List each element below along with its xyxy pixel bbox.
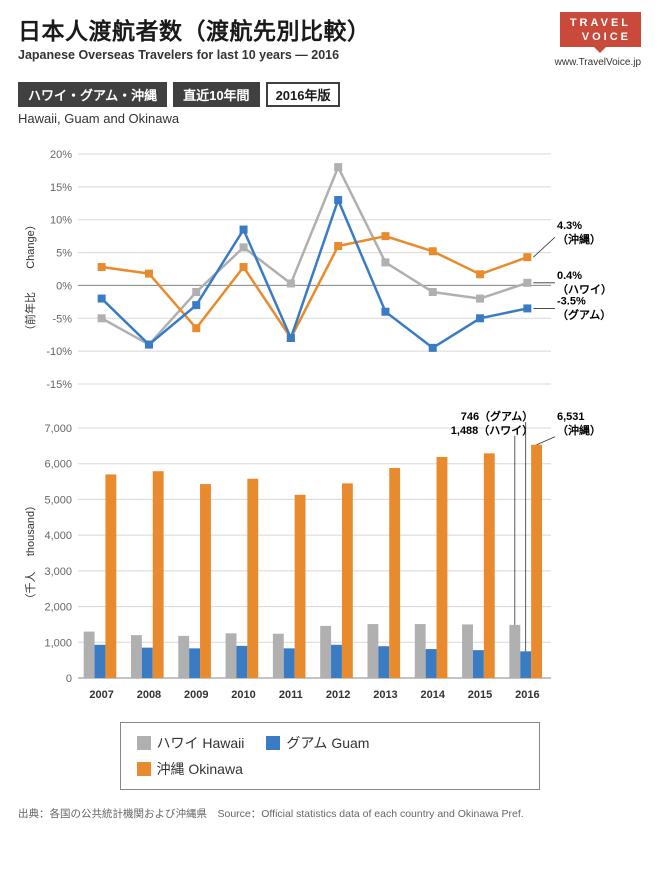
svg-text:thousand）: thousand） <box>24 499 37 555</box>
logo-block: TRAVEL VOICE www.TravelVoice.jp <box>555 12 641 68</box>
region-en-label: Hawaii, Guam and Okinawa <box>18 111 641 126</box>
line-chart: -15%-10%-5%0%5%10%15%20%（前年比Change）4.3%（… <box>18 144 641 404</box>
header: 日本人渡航者数（渡航先別比較） Japanese Overseas Travel… <box>18 12 641 68</box>
svg-text:4,000: 4,000 <box>44 530 72 542</box>
svg-text:2010: 2010 <box>231 689 255 701</box>
svg-text:（沖縄）: （沖縄） <box>557 423 601 437</box>
legend-label: ハワイ Hawaii <box>157 733 245 753</box>
svg-text:6,531: 6,531 <box>557 411 585 423</box>
legend-item-hawaii: ハワイ Hawaii <box>137 733 245 753</box>
svg-text:2014: 2014 <box>421 689 446 701</box>
svg-text:2012: 2012 <box>326 689 350 701</box>
svg-text:6,000: 6,000 <box>44 458 72 470</box>
svg-text:-5%: -5% <box>52 313 72 325</box>
source-text: 出典：各国の公共統計機関および沖縄県 Source：Official stati… <box>18 806 641 821</box>
svg-text:5%: 5% <box>56 247 72 259</box>
svg-text:（千人: （千人 <box>24 571 37 604</box>
svg-text:20%: 20% <box>50 149 72 161</box>
svg-text:746（グアム）: 746（グアム） <box>461 409 534 423</box>
badge-row: ハワイ・グアム・沖縄 直近10年間 2016年版 <box>18 82 641 107</box>
legend-swatch-icon <box>266 736 280 750</box>
svg-text:1,488（ハワイ）: 1,488（ハワイ） <box>451 424 534 437</box>
svg-text:2011: 2011 <box>279 689 303 701</box>
period-badge: 直近10年間 <box>173 82 259 107</box>
legend: ハワイ Hawaii グアム Guam 沖縄 Okinawa <box>120 722 540 790</box>
svg-text:（沖縄）: （沖縄） <box>557 232 601 246</box>
svg-text:2008: 2008 <box>137 689 161 701</box>
edition-badge: 2016年版 <box>266 82 341 107</box>
svg-text:1,000: 1,000 <box>44 637 72 649</box>
logo-line2: VOICE <box>570 30 631 44</box>
svg-text:2016: 2016 <box>515 689 539 701</box>
logo-line1: TRAVEL <box>570 16 631 30</box>
svg-text:15%: 15% <box>50 181 72 193</box>
legend-label: グアム Guam <box>286 733 369 753</box>
svg-text:5,000: 5,000 <box>44 494 72 506</box>
bar-chart: 0 1,000 2,000 3,000 4,000 5,000 6,000 7,000 （千人 t… <box>18 408 641 708</box>
svg-text:2009: 2009 <box>184 689 208 701</box>
svg-text:0: 0 <box>66 673 72 685</box>
title-block: 日本人渡航者数（渡航先別比較） Japanese Overseas Travel… <box>18 12 555 62</box>
logo-badge: TRAVEL VOICE <box>560 12 641 47</box>
legend-swatch-icon <box>137 762 151 776</box>
svg-text:3,000: 3,000 <box>44 565 72 577</box>
svg-text:（ハワイ）: （ハワイ） <box>557 282 612 295</box>
svg-text:-15%: -15% <box>46 379 72 391</box>
svg-text:4.3%: 4.3% <box>557 220 582 232</box>
page-title: 日本人渡航者数（渡航先別比較） <box>18 12 555 46</box>
svg-text:-3.5%: -3.5% <box>557 295 586 307</box>
svg-text:2015: 2015 <box>468 689 492 701</box>
svg-text:（グアム）: （グアム） <box>557 307 611 321</box>
legend-label: 沖縄 Okinawa <box>157 759 243 779</box>
svg-text:2013: 2013 <box>373 689 397 701</box>
svg-text:2007: 2007 <box>89 689 113 701</box>
svg-text:（前年比: （前年比 <box>23 292 37 336</box>
svg-text:2,000: 2,000 <box>44 601 72 613</box>
legend-item-okinawa: 沖縄 Okinawa <box>137 759 243 779</box>
page-subtitle: Japanese Overseas Travelers for last 10 … <box>18 48 555 62</box>
legend-item-guam: グアム Guam <box>266 733 369 753</box>
legend-swatch-icon <box>137 736 151 750</box>
svg-text:-10%: -10% <box>46 346 72 358</box>
region-badge: ハワイ・グアム・沖縄 <box>18 82 167 107</box>
svg-text:0%: 0% <box>56 280 72 292</box>
logo-url: www.TravelVoice.jp <box>555 57 641 68</box>
svg-text:0.4%: 0.4% <box>557 269 582 281</box>
svg-text:7,000: 7,000 <box>44 423 72 435</box>
svg-text:10%: 10% <box>50 214 72 226</box>
svg-text:Change）: Change） <box>24 219 37 269</box>
